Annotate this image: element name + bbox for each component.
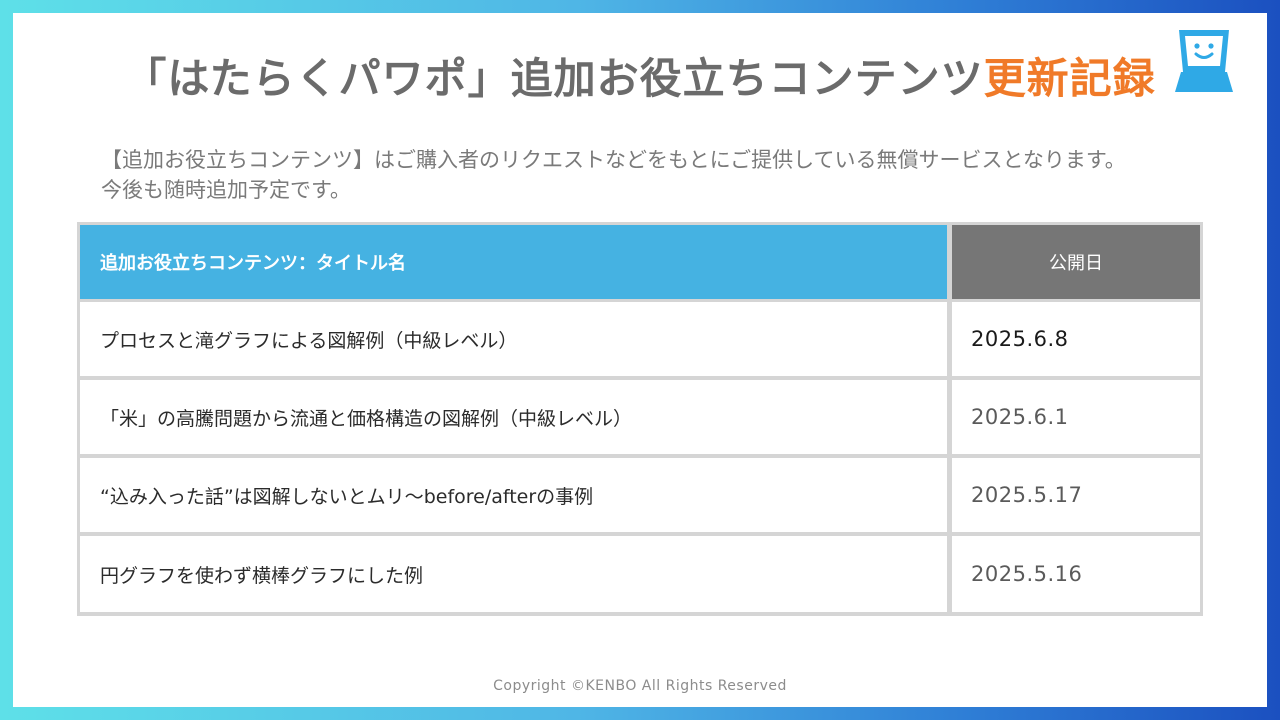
table-row-date: 2025.5.17 xyxy=(952,458,1200,532)
intro-text: 【追加お役立ちコンテンツ】はご購入者のリクエストなどをもとにご提供している無償サ… xyxy=(101,145,1201,205)
table-header-date: 公開日 xyxy=(952,225,1200,299)
update-record-table: 追加お役立ちコンテンツ：タイトル名 公開日 プロセスと滝グラフによる図解例（中級… xyxy=(77,222,1203,616)
page-title-accent: 更新記録 xyxy=(983,54,1156,103)
copyright-footer: Copyright ©KENBO All Rights Reserved xyxy=(493,678,787,694)
page-title-main: 「はたらくパワポ」追加お役立ちコンテンツ xyxy=(124,54,984,103)
table-row-title: プロセスと滝グラフによる図解例（中級レベル） xyxy=(80,302,947,376)
table-row-date: 2025.6.1 xyxy=(952,380,1200,454)
table-row-date: 2025.5.16 xyxy=(952,536,1200,612)
table-row-date: 2025.6.8 xyxy=(952,302,1200,376)
slide: 「はたらくパワポ」追加お役立ちコンテンツ更新記録 【追加お役立ちコンテンツ】はご… xyxy=(13,13,1267,707)
smiling-box-mascot-icon xyxy=(1175,30,1233,92)
intro-line-1: 【追加お役立ちコンテンツ】はご購入者のリクエストなどをもとにご提供している無償サ… xyxy=(101,148,1126,172)
table-row-title: 円グラフを使わず横棒グラフにした例 xyxy=(80,536,947,612)
table-header-title: 追加お役立ちコンテンツ：タイトル名 xyxy=(80,225,947,299)
table-row-title: “込み入った話”は図解しないとムリ～before/afterの事例 xyxy=(80,458,947,532)
intro-line-2: 今後も随時追加予定です。 xyxy=(101,178,351,202)
page-title: 「はたらくパワポ」追加お役立ちコンテンツ更新記録 xyxy=(13,45,1267,106)
table-row-title: 「米」の高騰問題から流通と価格構造の図解例（中級レベル） xyxy=(80,380,947,454)
